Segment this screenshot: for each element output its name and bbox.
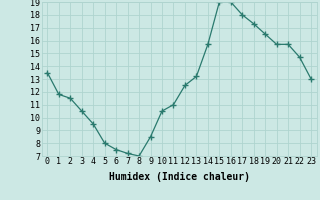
X-axis label: Humidex (Indice chaleur): Humidex (Indice chaleur) bbox=[109, 172, 250, 182]
